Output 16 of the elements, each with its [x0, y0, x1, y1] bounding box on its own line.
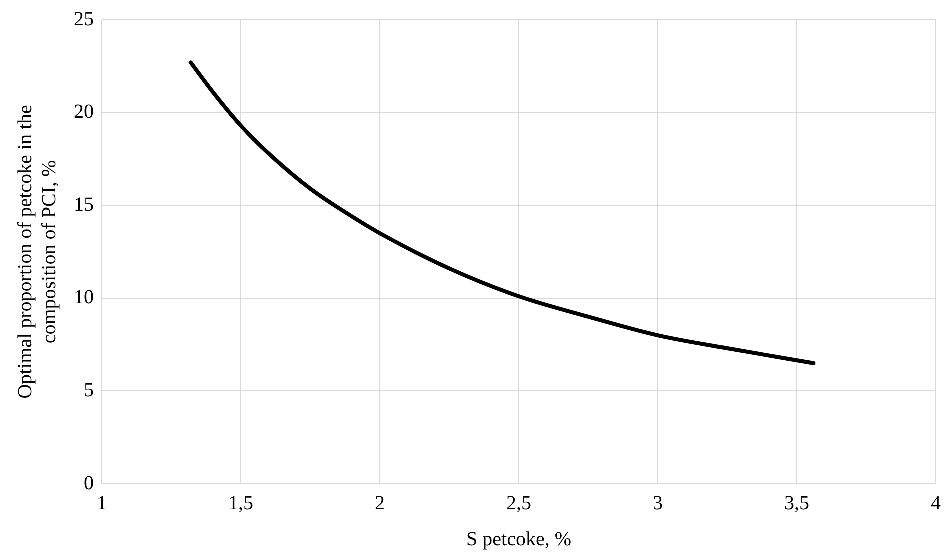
y-tick-label: 25 — [74, 8, 94, 30]
y-tick-label: 20 — [74, 101, 94, 124]
x-tick-label: 4 — [931, 492, 941, 514]
line-series — [188, 60, 816, 366]
x-tick-label: 1 — [97, 492, 107, 514]
x-tick-label: 2 — [375, 492, 385, 514]
y-tick-label: 5 — [84, 379, 94, 402]
y-tick-label: 0 — [84, 472, 94, 494]
x-tick-label: 2,5 — [506, 492, 532, 514]
y-tick-label: 15 — [74, 194, 94, 216]
y-axis-title: Optimal proportion of petcoke in the composition of PCI, % — [14, 104, 60, 399]
x-tick-label: 3 — [653, 492, 663, 514]
x-tick-label: 1,5 — [228, 492, 254, 514]
x-tick-label: 3,5 — [784, 492, 810, 514]
y-tick-label: 10 — [74, 286, 94, 309]
x-axis-title: S petcoke, % — [466, 528, 572, 550]
